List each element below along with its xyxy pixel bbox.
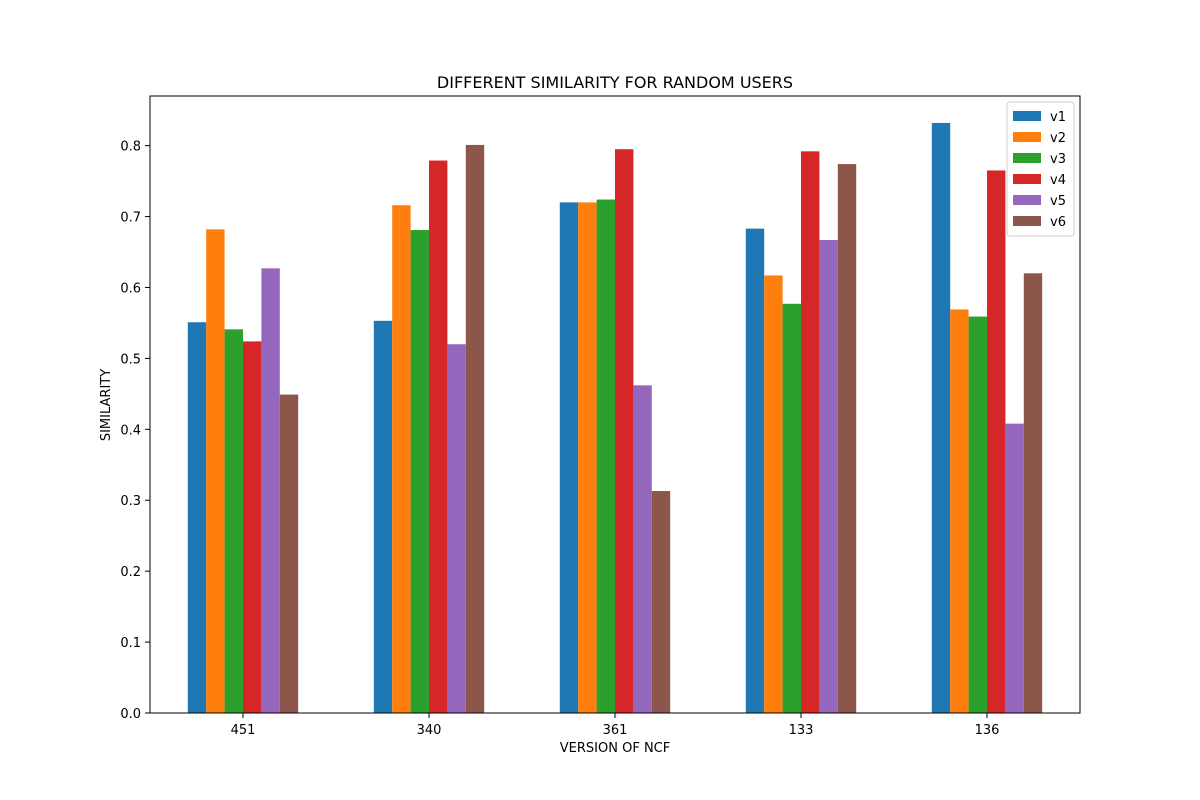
bar-v5-451: [261, 268, 280, 713]
bar-v2-451: [206, 229, 225, 713]
legend-label-v5: v5: [1050, 194, 1066, 209]
legend-swatch-v5: [1013, 195, 1041, 205]
bar-v4-136: [987, 170, 1006, 714]
legend-swatch-v2: [1013, 132, 1041, 142]
x-tick-label: 136: [975, 723, 1000, 738]
bar-v2-361: [578, 202, 597, 713]
legend: v1 v2 v3 v4 v5 v6: [1006, 101, 1075, 237]
bar-v6-361: [651, 491, 671, 713]
bar-v6-451: [279, 394, 299, 713]
bar-v4-451: [243, 341, 262, 713]
chart-title: DIFFERENT SIMILARITY FOR RANDOM USERS: [437, 73, 793, 92]
bar-v3-361: [596, 199, 615, 714]
bar-v5-340: [447, 344, 466, 713]
y-axis: 0.0 0.1 0.2 0.3 0.4 0.5 0.6 0.7 0.8: [120, 140, 150, 722]
bar-v1-451: [187, 322, 207, 713]
bar-v4-340: [429, 160, 448, 714]
x-tick-label: 133: [789, 723, 814, 738]
y-tick-label: 0.4: [120, 423, 141, 438]
y-tick-label: 0.7: [120, 211, 141, 226]
legend-label-v1: v1: [1050, 110, 1066, 125]
bar-v1-361: [559, 202, 579, 713]
bar-v3-133: [782, 303, 801, 713]
bar-v2-340: [392, 205, 411, 713]
bar-v4-361: [615, 149, 634, 713]
y-tick-label: 0.6: [120, 281, 141, 296]
x-tick-label: 340: [417, 723, 442, 738]
legend-label-v2: v2: [1050, 131, 1066, 146]
bar-v5-136: [1005, 423, 1024, 713]
legend-swatch-v1: [1013, 111, 1041, 121]
y-tick-label: 0.0: [120, 707, 141, 722]
bar-v6-340: [465, 144, 485, 713]
x-axis-label: VERSION OF NCF: [560, 741, 670, 756]
y-tick-label: 0.3: [120, 494, 141, 509]
legend-swatch-v6: [1013, 216, 1041, 226]
legend-label-v4: v4: [1050, 173, 1066, 188]
legend-swatch-v4: [1013, 174, 1041, 184]
bar-v3-451: [224, 329, 243, 713]
legend-label-v6: v6: [1050, 215, 1066, 230]
y-tick-label: 0.8: [120, 140, 141, 155]
legend-label-v3: v3: [1050, 152, 1066, 167]
bar-v3-136: [968, 316, 987, 713]
bar-v5-133: [819, 239, 838, 713]
bar-v6-136: [1023, 273, 1043, 713]
bars-group: [187, 122, 1043, 714]
x-tick-label: 451: [231, 723, 256, 738]
y-tick-label: 0.1: [120, 636, 141, 651]
y-axis-label: SIMILARITY: [99, 369, 114, 441]
bar-v1-136: [931, 122, 951, 713]
bar-v1-340: [373, 320, 393, 713]
y-tick-label: 0.2: [120, 565, 141, 580]
x-axis: 451 340 361 133 136: [231, 713, 1000, 738]
bar-v2-133: [764, 275, 783, 713]
bar-v6-133: [837, 164, 857, 713]
bar-v5-361: [633, 385, 652, 713]
x-tick-label: 361: [603, 723, 628, 738]
y-tick-label: 0.5: [120, 352, 141, 367]
bar-v4-133: [801, 151, 820, 713]
bar-v3-340: [410, 230, 429, 714]
legend-swatch-v3: [1013, 153, 1041, 163]
bar-v2-136: [950, 309, 969, 713]
bar-v1-133: [745, 228, 765, 713]
